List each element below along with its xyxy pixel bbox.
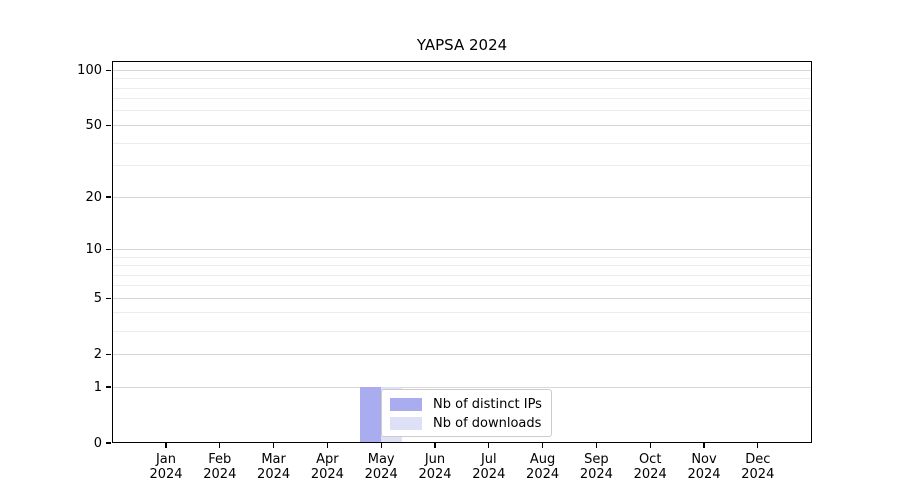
x-tick-label: Nov 2024 xyxy=(674,452,734,482)
x-tick-label: Apr 2024 xyxy=(297,452,357,482)
x-tick-label: May 2024 xyxy=(351,452,411,482)
legend-label-distinct-ips: Nb of distinct IPs xyxy=(433,397,542,412)
x-tick-label-line: 2024 xyxy=(687,467,721,482)
x-tick-label-line: 2024 xyxy=(633,467,667,482)
major-gridline xyxy=(112,353,812,355)
distinct-ips-swatch-icon xyxy=(390,398,422,411)
x-tick-label: Sep 2024 xyxy=(566,452,626,482)
major-gridline xyxy=(112,386,812,388)
x-tick-label: Jan 2024 xyxy=(136,452,196,482)
y-tick-label: 20 xyxy=(85,189,102,205)
y-tick-label: 50 xyxy=(85,117,102,133)
y-tick-label: 0 xyxy=(93,435,102,451)
legend: Nb of distinct IPs Nb of downloads xyxy=(381,389,552,437)
x-tick-label-line: 2024 xyxy=(472,467,506,482)
x-tick-label-line: 2024 xyxy=(203,467,237,482)
x-axis-tick xyxy=(649,443,651,448)
x-axis-tick xyxy=(757,443,759,448)
minor-gridline xyxy=(112,285,812,287)
minor-gridline xyxy=(112,274,812,276)
x-tick-label-line: Dec xyxy=(745,452,771,467)
y-tick-label: 1 xyxy=(93,379,102,395)
x-tick-label-line: 2024 xyxy=(418,467,452,482)
minor-gridline xyxy=(112,330,812,332)
x-axis-tick xyxy=(541,443,544,448)
x-tick-label: Oct 2024 xyxy=(620,452,680,482)
y-axis-tick xyxy=(106,196,111,198)
x-tick-label: Feb 2024 xyxy=(190,452,250,482)
legend-entry-distinct-ips: Nb of distinct IPs xyxy=(390,395,542,414)
x-tick-label-line: 2024 xyxy=(741,467,775,482)
y-tick-label: 5 xyxy=(93,290,102,306)
bar-distinct-ips xyxy=(360,387,382,443)
y-axis-tick xyxy=(106,248,111,250)
x-axis-tick xyxy=(434,443,436,448)
x-tick-label-line: Jan xyxy=(155,452,177,467)
x-tick-label-line: Nov xyxy=(691,452,717,467)
minor-gridline xyxy=(112,256,812,258)
x-tick-label-line: Oct xyxy=(638,452,662,467)
y-tick-label: 10 xyxy=(85,241,102,257)
y-axis-tick xyxy=(106,386,111,388)
major-gridline xyxy=(112,248,812,250)
major-gridline xyxy=(112,124,812,126)
x-tick-label-line: May xyxy=(367,452,395,467)
minor-gridline xyxy=(112,142,812,144)
x-tick-label-line: Aug xyxy=(529,452,556,467)
legend-entry-downloads: Nb of downloads xyxy=(390,414,542,433)
x-axis-tick xyxy=(272,443,275,448)
x-axis-tick xyxy=(488,443,490,448)
x-tick-label-line: Feb xyxy=(208,452,232,467)
x-axis-tick xyxy=(219,443,221,448)
plot-area xyxy=(112,61,812,443)
x-tick-label-line: Mar xyxy=(261,452,286,467)
minor-gridline xyxy=(112,312,812,314)
x-axis-tick xyxy=(595,443,598,448)
x-tick-label: Mar 2024 xyxy=(244,452,304,482)
x-axis-tick xyxy=(326,443,329,448)
x-tick-label-line: 2024 xyxy=(526,467,560,482)
y-axis-tick xyxy=(106,442,111,444)
x-tick-label-line: 2024 xyxy=(579,467,613,482)
minor-gridline xyxy=(112,110,812,112)
y-axis-tick xyxy=(106,297,111,299)
x-axis-tick xyxy=(165,443,167,448)
major-gridline xyxy=(112,196,812,198)
x-tick-label-line: 2024 xyxy=(364,467,398,482)
minor-gridline xyxy=(112,98,812,100)
downloads-swatch-icon xyxy=(390,417,422,430)
x-axis-tick xyxy=(380,443,382,448)
x-axis-tick xyxy=(703,443,705,448)
x-tick-label-line: 2024 xyxy=(257,467,291,482)
y-axis-tick xyxy=(106,353,111,355)
x-tick-label: Jun 2024 xyxy=(405,452,465,482)
minor-gridline xyxy=(112,78,812,80)
x-tick-label-line: Apr xyxy=(316,452,339,467)
x-tick-label: Aug 2024 xyxy=(513,452,573,482)
major-gridline xyxy=(112,297,812,299)
x-tick-label-line: 2024 xyxy=(310,467,344,482)
x-tick-label: Jul 2024 xyxy=(459,452,519,482)
y-tick-label: 2 xyxy=(93,346,102,362)
major-gridline xyxy=(112,69,812,71)
y-tick-label: 100 xyxy=(77,62,102,78)
y-axis-tick xyxy=(106,69,111,71)
x-tick-label-line: Jul xyxy=(480,452,497,467)
x-tick-label-line: Sep xyxy=(584,452,609,467)
minor-gridline xyxy=(112,265,812,266)
legend-label-downloads: Nb of downloads xyxy=(433,416,542,431)
chart-title: YAPSA 2024 xyxy=(416,36,508,54)
minor-gridline xyxy=(112,87,812,89)
y-axis-tick xyxy=(106,124,111,127)
x-tick-label: Dec 2024 xyxy=(728,452,788,482)
minor-gridline xyxy=(112,165,812,167)
x-tick-label-line: 2024 xyxy=(149,467,183,482)
x-tick-label-line: Jun xyxy=(424,452,446,467)
